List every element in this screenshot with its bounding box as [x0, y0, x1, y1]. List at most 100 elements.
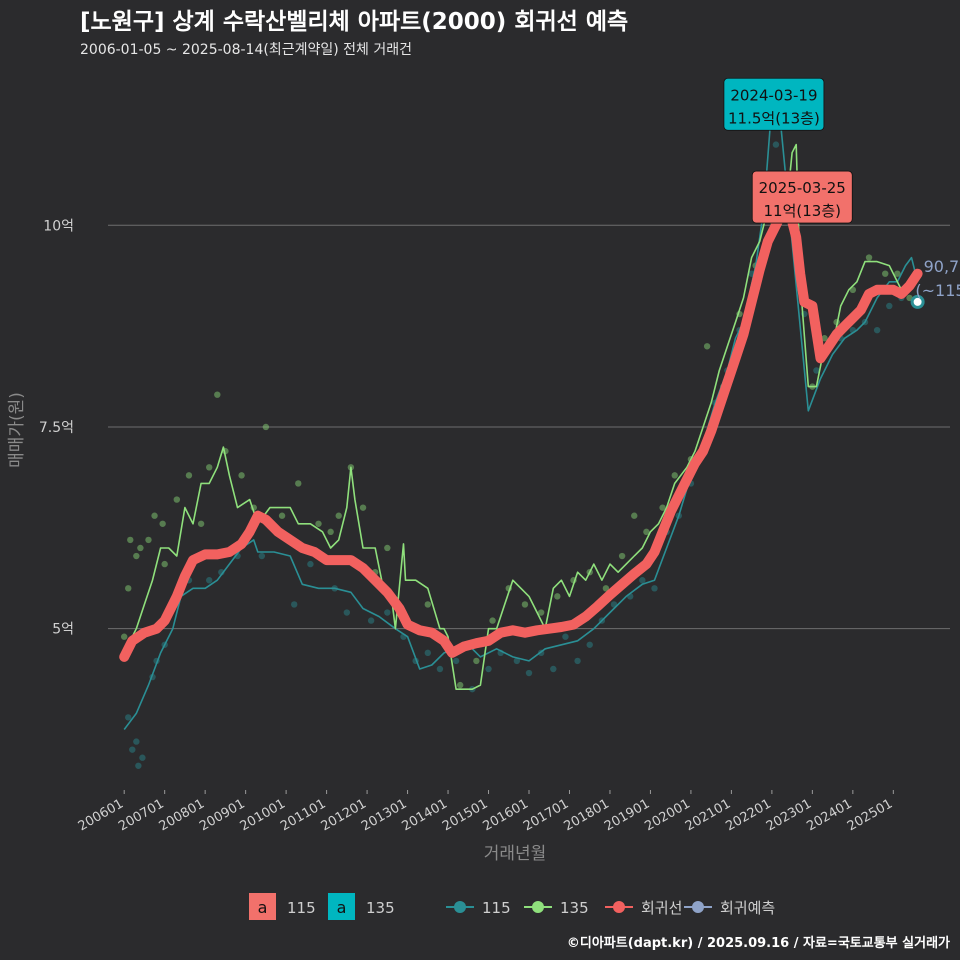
legend-area-box-115 — [249, 893, 276, 920]
scatter-point-135 — [602, 585, 610, 592]
scatter-point-135 — [384, 544, 391, 552]
scatter-point-115 — [513, 657, 521, 665]
forecast-point — [910, 294, 925, 309]
scatter-point-135 — [137, 544, 144, 552]
scatter-point-135 — [133, 552, 140, 560]
scatter-point-115 — [367, 617, 375, 624]
scatter-point-135 — [489, 617, 496, 624]
scatter-point-135 — [238, 472, 245, 479]
scatter-point-135 — [127, 536, 134, 544]
scatter-point-135 — [456, 681, 464, 689]
scatter-point-115 — [424, 649, 431, 657]
scatter-point-115 — [343, 609, 351, 616]
end-label-value: 90,767 — [924, 257, 960, 276]
y-axis-ticks: 5억 7.5억 10억 — [39, 218, 74, 637]
legend-series-label: 회귀예측 — [720, 899, 775, 917]
callout-date: 2025-03-25 — [759, 179, 846, 197]
scatter-point-135 — [643, 528, 650, 536]
scatter-point-135 — [173, 496, 181, 503]
scatter-point-135 — [671, 472, 678, 479]
callouts: 2024-03-19 11.5억(13층) 2025-03-25 11억(13층) — [723, 77, 853, 224]
callout-box — [751, 170, 853, 224]
scatter-point-135 — [631, 512, 638, 519]
scatter-point-135 — [161, 560, 168, 568]
scatter-point-115 — [129, 746, 136, 753]
scatter-point-115 — [772, 141, 780, 148]
regression-line — [119, 204, 923, 662]
callout-date: 2024-03-19 — [730, 86, 817, 104]
y-axis-label: 매매가(원) — [7, 392, 27, 468]
scatter-point-115 — [813, 367, 820, 374]
scatter-point-135 — [120, 633, 128, 640]
scatter-point-135 — [894, 270, 901, 277]
scatter-point-135 — [327, 528, 334, 536]
scatter-point-135 — [159, 520, 166, 527]
scatter-point-115 — [485, 665, 492, 673]
scatter-point-135 — [315, 520, 322, 527]
x-axis-label: 거래년월 — [484, 844, 547, 864]
footer-credit: ©디아파트(dapt.kr) / 2025.09.16 / 자료=국토교통부 실… — [567, 935, 950, 951]
legend-swatch-dot — [454, 901, 466, 913]
legend-area-glyph: a — [258, 898, 268, 917]
callout-1: 2025-03-25 11억(13층) — [751, 170, 853, 224]
legend-series-label: 135 — [560, 899, 589, 917]
legend-series-label: 115 — [482, 899, 511, 917]
scatter-point-135 — [125, 585, 132, 592]
legend-swatch-dot — [532, 901, 544, 913]
scatter-point-115 — [258, 552, 266, 560]
chart-title: [노원구] 상계 수락산벨리체 아파트(2000) 회귀선 예측 — [80, 9, 628, 35]
callout-price: 11억(13층) — [764, 202, 841, 220]
scatter-point-115 — [291, 601, 298, 608]
chart-subtitle: 2006-01-05 ~ 2025-08-14(최근계약일) 전체 거래건 — [80, 42, 412, 58]
scatter-point-135 — [278, 512, 286, 519]
legend-area-box-135 — [328, 893, 355, 920]
callout-box — [723, 77, 825, 131]
scatter-point-135 — [703, 343, 711, 350]
scatter-point-135 — [521, 601, 529, 608]
y-tick-label: 7.5억 — [39, 420, 74, 436]
scatter-point-115 — [651, 585, 658, 592]
legend-area-label: 135 — [366, 899, 395, 917]
scatter-point-115 — [133, 738, 140, 745]
scatter-point-115 — [562, 633, 569, 640]
callout-0: 2024-03-19 11.5억(13층) — [723, 77, 825, 131]
scatter-point-115 — [586, 641, 593, 648]
scatter-point-135 — [197, 520, 205, 527]
scatter-point-135 — [865, 254, 873, 261]
scatter-point-135 — [882, 270, 889, 277]
scatter-point-135 — [262, 423, 270, 431]
callout-price: 11.5억(13층) — [728, 109, 820, 127]
legend-area-label: 115 — [287, 899, 316, 917]
scatter-point-135 — [537, 609, 545, 616]
scatter-point-135 — [618, 552, 626, 560]
scatter-point-135 — [151, 512, 158, 519]
scatter-point-115 — [436, 665, 444, 673]
legend: a 115 a 135 115 135 회귀선 회귀예측 — [249, 893, 775, 920]
legend-swatch-dot — [613, 901, 625, 913]
y-tick-label: 10억 — [43, 218, 74, 234]
scatter-point-135 — [214, 391, 221, 398]
series-line-115 — [123, 95, 919, 730]
end-label: 90,767 (~115㎡) — [915, 257, 960, 300]
scatter-point-115 — [206, 577, 213, 584]
scatter-point-135 — [206, 464, 213, 471]
scatter-point-135 — [295, 480, 302, 487]
scatter-point-135 — [424, 601, 431, 608]
scatter-point-115 — [139, 754, 146, 761]
scatter-point-115 — [639, 577, 646, 584]
end-label-area: (~115㎡) — [915, 281, 960, 300]
scatter-point-115 — [886, 302, 893, 310]
y-tick-label: 5억 — [52, 622, 74, 638]
scatter-point-135 — [473, 657, 480, 665]
scatter-point-115 — [550, 665, 557, 673]
scatter-point-115 — [873, 326, 881, 334]
scatter-point-115 — [135, 762, 142, 769]
scatter-point-135 — [821, 335, 828, 342]
scatter-point-115 — [574, 657, 581, 665]
scatter-point-135 — [659, 504, 666, 511]
scatter-point-135 — [359, 504, 367, 511]
scatter-point-135 — [145, 536, 152, 544]
scatter-point-115 — [384, 609, 391, 616]
scatter-point-115 — [452, 657, 460, 665]
